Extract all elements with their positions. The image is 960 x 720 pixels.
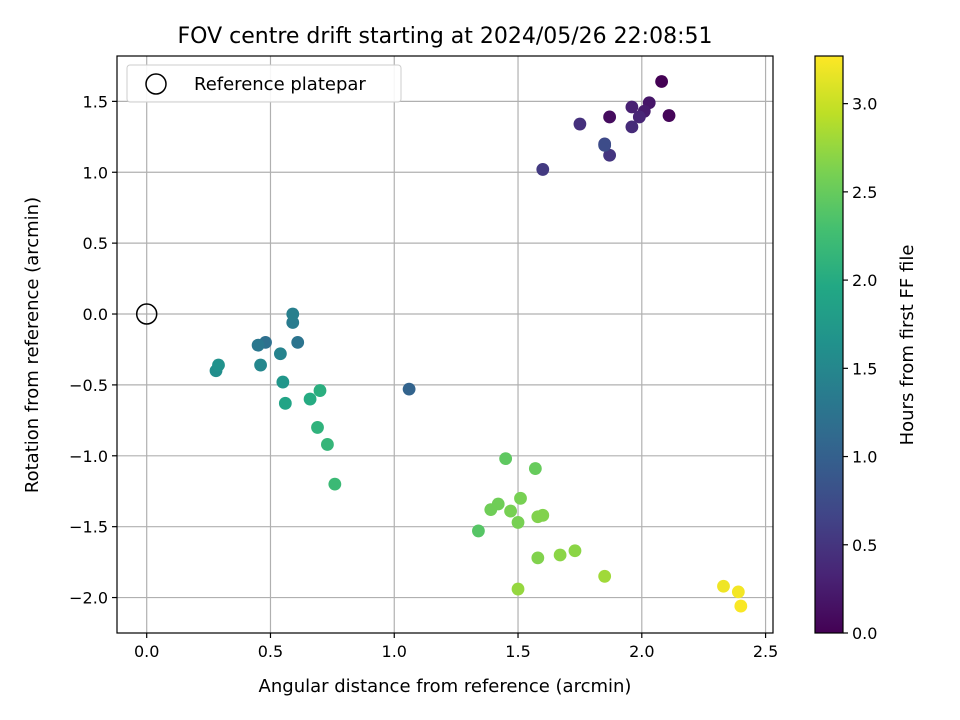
x-tick-label: 0.5 (258, 642, 283, 661)
colorbar-tick-label: 2.5 (852, 183, 877, 202)
data-point-40 (536, 508, 550, 522)
x-tick-label: 2.0 (629, 642, 654, 661)
data-point-21 (254, 358, 267, 372)
chart-title: FOV centre drift starting at 2024/05/26 … (178, 24, 713, 49)
data-point-6 (625, 100, 639, 114)
data-point-33 (528, 462, 542, 475)
colorbar-tick-label: 0.0 (852, 624, 877, 643)
data-point-37 (514, 491, 527, 505)
data-point-2 (662, 109, 676, 122)
colorbar: 0.0 0.5 1.0 1.5 2.0 2.5 3.0 (814, 55, 877, 643)
colorbar-tick-label: 3.0 (852, 95, 877, 114)
x-tick-label: 1.5 (505, 642, 530, 661)
y-tick-label: −1.0 (69, 447, 108, 466)
x-tick-label: 0.0 (134, 642, 159, 661)
data-point-43 (568, 544, 582, 558)
data-point-48 (734, 599, 748, 613)
plot-background (117, 56, 773, 633)
data-point-19 (286, 307, 300, 321)
data-point-7 (632, 110, 646, 124)
data-point-32 (499, 452, 513, 466)
data-point-20 (273, 347, 287, 361)
data-point-36 (504, 504, 517, 518)
data-point-14 (402, 382, 416, 396)
y-tick-label: 0.5 (83, 234, 108, 253)
data-point-10 (603, 148, 617, 162)
y-tick-label: −0.5 (69, 376, 108, 395)
data-point-41 (531, 551, 545, 565)
data-point-46 (717, 579, 730, 593)
data-point-31 (472, 524, 485, 538)
data-point-42 (553, 548, 567, 562)
data-point-26 (303, 392, 317, 406)
data-point-8 (625, 120, 639, 134)
data-point-47 (731, 585, 745, 599)
data-point-30 (328, 477, 342, 491)
legend-label-reference-platepar: Reference platepar (194, 74, 366, 95)
plot-frame (116, 55, 774, 634)
data-point-45 (598, 569, 612, 583)
data-point-3 (603, 110, 617, 124)
data-point-29 (321, 438, 334, 451)
x-axis-label: Angular distance from reference (arcmin) (259, 676, 632, 697)
colorbar-tick-label: 1.0 (852, 448, 877, 467)
data-point-17 (251, 338, 265, 352)
y-tick-label: 1.5 (83, 92, 108, 111)
data-point-23 (212, 358, 225, 372)
colorbar-tick-label: 2.0 (852, 271, 877, 290)
data-point-16 (291, 335, 305, 349)
data-point-44 (511, 582, 525, 596)
x-tick-label: 2.5 (753, 642, 778, 661)
data-point-1 (655, 75, 669, 88)
data-point-11 (536, 163, 550, 176)
data-point-25 (278, 396, 292, 410)
data-point-13 (598, 138, 612, 152)
colorbar-tick-label: 0.5 (852, 536, 877, 555)
colorbar-tick-label: 1.5 (852, 359, 877, 378)
data-point-35 (484, 503, 498, 517)
colorbar-label: Hours from first FF file (897, 245, 918, 446)
legend-box (126, 64, 402, 103)
y-axis-label: Rotation from reference (arcmin) (22, 197, 43, 493)
legend-marker-open-circle (145, 73, 167, 95)
data-point-9 (573, 117, 587, 131)
colorbar-gradient (814, 55, 844, 634)
y-tick-label: −1.5 (69, 518, 108, 537)
legend: Reference platepar (126, 64, 402, 103)
data-point-28 (311, 421, 324, 434)
y-tick-label: −2.0 (69, 589, 108, 608)
x-tick-label: 1.0 (382, 642, 407, 661)
plot-area: 0.0 0.5 1.0 1.5 2.0 2.5 −2.0 −1.5 −1.0 −0.5 0.0 0.5… (69, 55, 778, 661)
data-point-24 (276, 375, 290, 389)
y-tick-label: 1.0 (83, 163, 108, 182)
y-tick-label: 0.0 (83, 305, 108, 324)
data-point-27 (313, 384, 327, 397)
reference-platepar-marker (135, 303, 158, 325)
data-point-38 (511, 516, 525, 529)
